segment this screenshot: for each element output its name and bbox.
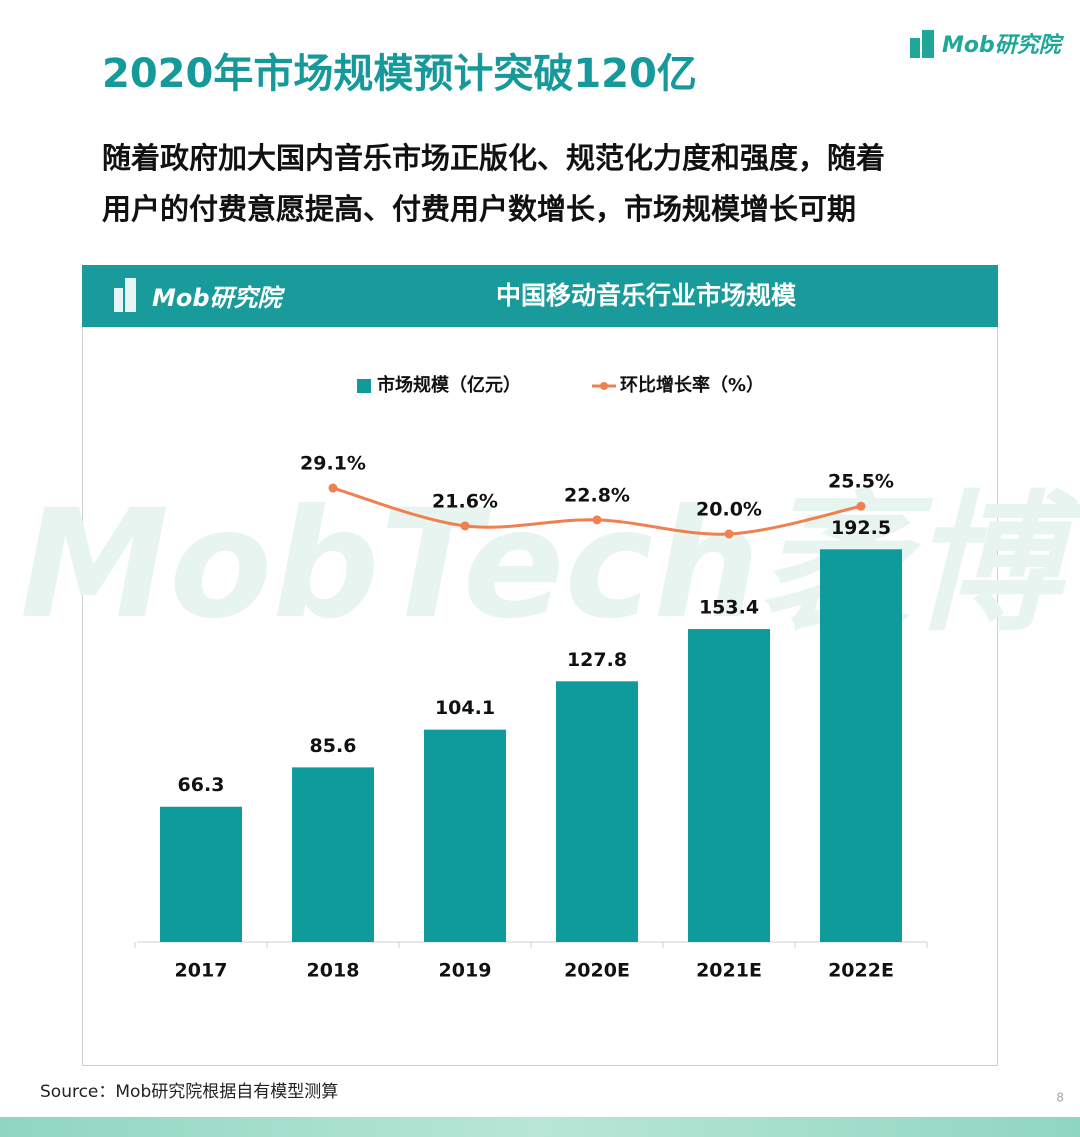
bar (292, 767, 374, 942)
legend-swatch (600, 382, 608, 390)
logo-text: Mob研究院 (942, 32, 1065, 58)
x-tick-label: 2022E (828, 960, 894, 982)
footer-stripe (0, 1117, 1080, 1137)
chart-header (82, 265, 998, 327)
logo-icon (922, 30, 934, 58)
header-logo-text: Mob研究院 (152, 284, 286, 312)
subtitle-line: 随着政府加大国内音乐市场正版化、规范化力度和强度，随着 (102, 141, 885, 175)
bar (820, 549, 902, 942)
bar-value-label: 66.3 (178, 774, 225, 796)
plot: 2017 2018 2019 2020E 2021E 2022E 市场规模（亿元） 环比增长率… (134, 374, 928, 982)
x-tick-label: 2021E (696, 960, 762, 982)
bar-value-label: 85.6 (310, 735, 357, 757)
bar-value-label: 104.1 (435, 697, 495, 719)
watermark: MobTech袤博 (20, 478, 1080, 652)
legend-label: 市场规模（亿元） (377, 374, 521, 396)
bar-value-label: 153.4 (699, 597, 759, 619)
chart-title: 中国移动音乐行业市场规模 (496, 281, 797, 310)
x-tick-label: 2017 (175, 960, 228, 982)
bar (424, 729, 506, 942)
growth-point (460, 521, 470, 531)
top-logo: Mob研究院 (910, 30, 1065, 58)
header-logo-icon (114, 288, 123, 312)
x-tick-label: 2019 (439, 960, 492, 982)
slide-title: 2020年市场规模预计突破120亿 (102, 51, 697, 97)
growth-value-label: 21.6% (432, 490, 498, 512)
source-note: Source：Mob研究院根据自有模型测算 (40, 1082, 338, 1102)
growth-value-label: 20.0% (696, 499, 762, 521)
growth-value-label: 22.8% (564, 484, 630, 506)
bar (556, 681, 638, 942)
bar-value-label: 192.5 (831, 517, 891, 539)
header-logo-icon (125, 278, 136, 312)
growth-value-label: 25.5% (828, 471, 894, 493)
x-tick-label: 2020E (564, 960, 630, 982)
x-tick-label: 2018 (307, 960, 360, 982)
bar (688, 629, 770, 942)
growth-point (328, 483, 338, 493)
subtitle-line: 用户的付费意愿提高、付费用户数增长，市场规模增长可期 (102, 192, 856, 226)
growth-point (856, 501, 866, 511)
bar (160, 806, 242, 942)
legend-swatch (357, 379, 371, 393)
logo-icon (910, 38, 920, 58)
growth-point (724, 529, 734, 539)
legend-label: 环比增长率（%） (620, 374, 764, 396)
bar-value-label: 127.8 (567, 649, 627, 671)
growth-value-label: 29.1% (300, 453, 366, 475)
growth-point (592, 515, 602, 525)
page-number: 8 (1056, 1091, 1064, 1105)
